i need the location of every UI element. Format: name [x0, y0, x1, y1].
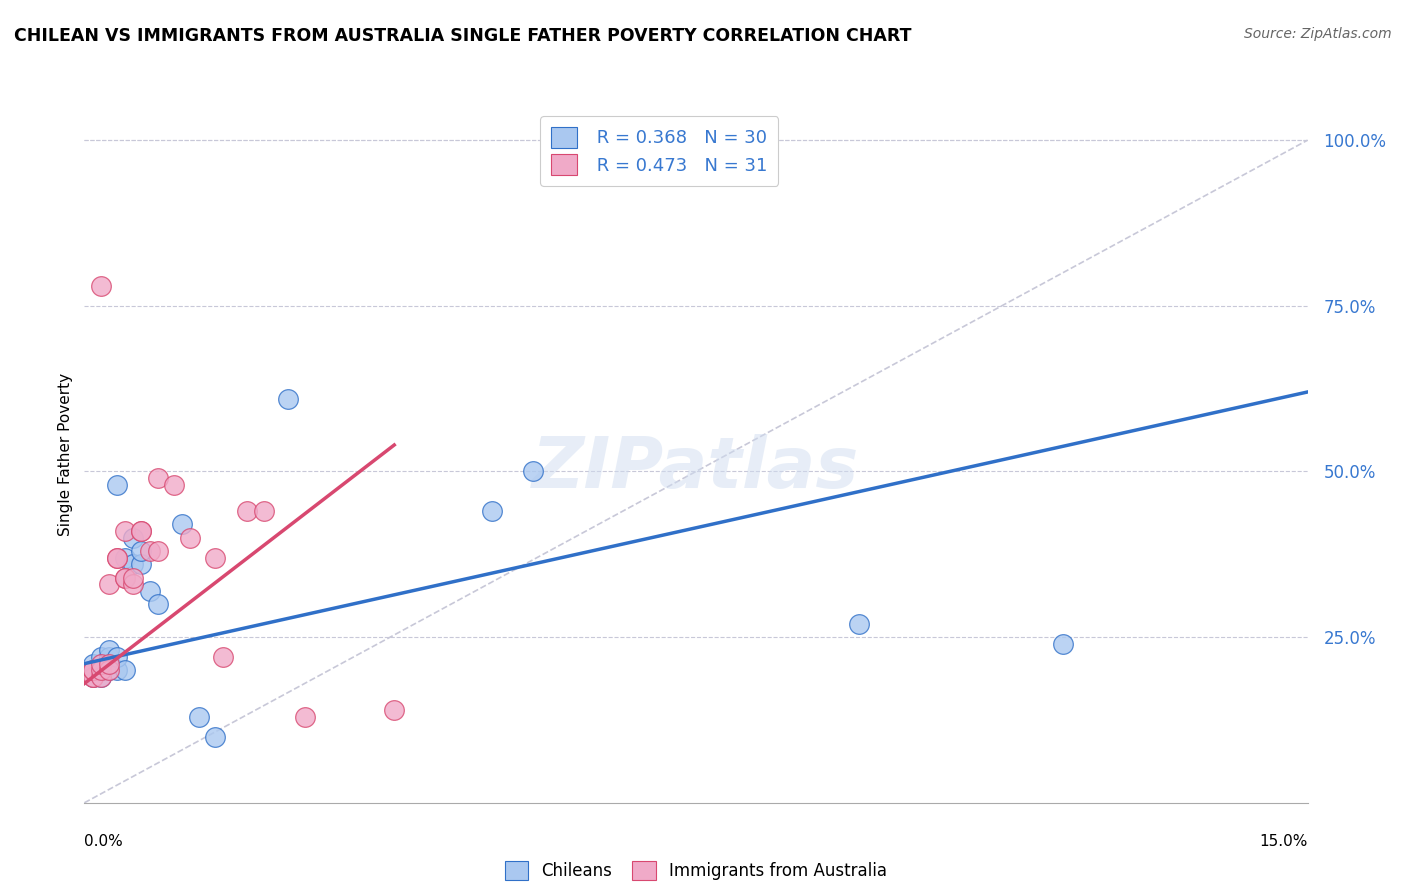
Point — [82, 670, 104, 684]
Point — [90, 279, 112, 293]
Point — [90, 670, 112, 684]
Point — [146, 597, 169, 611]
Point — [90, 663, 112, 677]
Y-axis label: Single Father Poverty: Single Father Poverty — [58, 374, 73, 536]
Point — [204, 550, 226, 565]
Point — [114, 550, 136, 565]
Point — [212, 650, 235, 665]
Point — [522, 465, 544, 479]
Point — [179, 531, 201, 545]
Point — [82, 663, 104, 677]
Point — [481, 504, 503, 518]
Point — [114, 570, 136, 584]
Point — [122, 558, 145, 572]
Point — [122, 570, 145, 584]
Point — [90, 663, 112, 677]
Point — [172, 517, 194, 532]
Text: 15.0%: 15.0% — [1260, 834, 1308, 849]
Point — [105, 550, 128, 565]
Point — [97, 643, 120, 657]
Point — [97, 663, 120, 677]
Point — [105, 477, 128, 491]
Point — [131, 558, 153, 572]
Text: Source: ZipAtlas.com: Source: ZipAtlas.com — [1244, 27, 1392, 41]
Point — [90, 670, 112, 684]
Point — [97, 650, 120, 665]
Point — [138, 583, 160, 598]
Point — [848, 616, 870, 631]
Point — [138, 544, 160, 558]
Point — [97, 657, 120, 671]
Point — [131, 544, 153, 558]
Point — [82, 670, 104, 684]
Point — [236, 504, 259, 518]
Point — [114, 524, 136, 538]
Point — [146, 544, 169, 558]
Point — [131, 524, 153, 538]
Point — [97, 663, 120, 677]
Point — [163, 477, 186, 491]
Point — [122, 531, 145, 545]
Point — [1052, 637, 1074, 651]
Point — [82, 670, 104, 684]
Point — [131, 524, 153, 538]
Point — [277, 392, 299, 406]
Point — [82, 663, 104, 677]
Point — [204, 730, 226, 744]
Point — [146, 471, 169, 485]
Point — [122, 577, 145, 591]
Text: ZIPatlas: ZIPatlas — [533, 434, 859, 503]
Point — [105, 550, 128, 565]
Text: CHILEAN VS IMMIGRANTS FROM AUSTRALIA SINGLE FATHER POVERTY CORRELATION CHART: CHILEAN VS IMMIGRANTS FROM AUSTRALIA SIN… — [14, 27, 911, 45]
Point — [105, 663, 128, 677]
Point — [97, 577, 120, 591]
Point — [90, 657, 112, 671]
Point — [90, 657, 112, 671]
Point — [294, 709, 316, 723]
Point — [114, 663, 136, 677]
Point — [105, 650, 128, 665]
Point — [82, 663, 104, 677]
Text: 0.0%: 0.0% — [84, 834, 124, 849]
Point — [90, 650, 112, 665]
Point — [382, 703, 405, 717]
Point — [114, 570, 136, 584]
Point — [97, 657, 120, 671]
Point — [82, 657, 104, 671]
Point — [187, 709, 209, 723]
Legend: Chileans, Immigrants from Australia: Chileans, Immigrants from Australia — [496, 853, 896, 888]
Point — [253, 504, 276, 518]
